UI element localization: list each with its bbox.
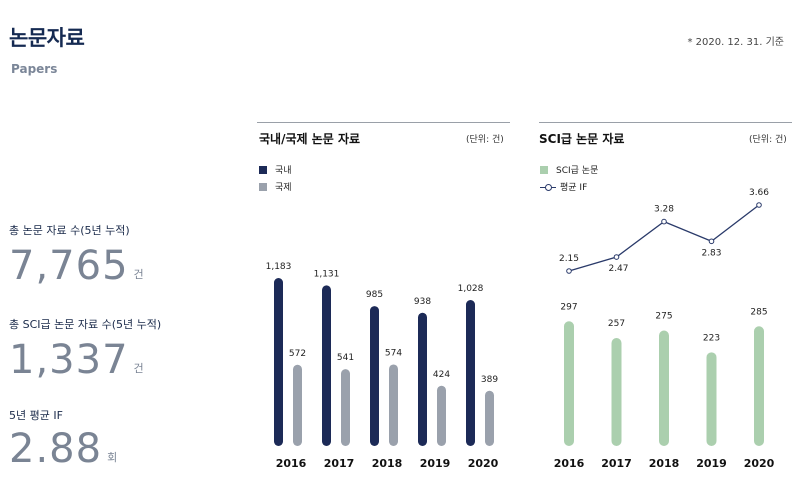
bar-domestic-2020 [466, 300, 475, 446]
legend-label-avg-if: 평균 IF [560, 183, 588, 193]
data-label-avg-if-2018: 3.28 [654, 205, 674, 215]
bar-international-2019 [437, 385, 446, 446]
x-tick-2018: 2018 [372, 457, 403, 470]
bar-domestic-2018 [370, 306, 379, 446]
legend-label-sci: SCI급 논문 [556, 166, 599, 176]
stat-sci-papers-unit: 건 [133, 362, 144, 375]
legend-line-avg-if [540, 183, 556, 191]
bar-international-2020 [485, 390, 494, 446]
bar-domestic-2016 [274, 278, 283, 446]
bar-domestic-2017 [322, 285, 331, 446]
legend-item-sci: SCI급 논문 [540, 163, 598, 176]
stat-total-papers-value: 7,765 [9, 243, 129, 289]
legend-label-domestic: 국내 [275, 166, 292, 176]
chart-unit-sci: (단위: 건) [749, 135, 787, 145]
bar-domestic-2019 [418, 312, 427, 446]
point-avg-if-2020 [756, 202, 762, 208]
legend-swatch-sci [540, 165, 548, 174]
point-avg-if-2019 [708, 238, 715, 245]
data-label-domestic-2020: 1,028 [458, 284, 484, 294]
bar-sci-2020 [754, 326, 764, 446]
data-label-international-2018: 574 [385, 348, 402, 358]
data-label-avg-if-2020: 3.66 [749, 188, 769, 198]
chart-unit-domestic-intl: (단위: 건) [466, 135, 504, 145]
x-tick-sci-2018: 2018 [649, 457, 680, 470]
bar-international-2016 [293, 364, 302, 446]
data-label-avg-if-2019: 2.83 [701, 248, 721, 258]
bar-sci-2018 [659, 330, 669, 446]
stat-avg-if-label: 5년 평균 IF [9, 409, 63, 422]
data-label-domestic-2017: 1,131 [314, 269, 340, 279]
page-subtitle: Papers [11, 62, 58, 76]
bar-international-2017 [341, 369, 350, 446]
legend-swatch-international [259, 182, 267, 191]
stat-avg-if-value: 2.88 [9, 426, 103, 472]
data-label-domestic-2016: 1,183 [266, 262, 292, 272]
stat-sci-papers: 1,337 건 [9, 340, 144, 380]
bar-international-2018 [389, 364, 398, 446]
stat-avg-if: 2.88 회 [9, 429, 117, 469]
data-label-international-2016: 572 [289, 349, 306, 359]
x-tick-sci-2016: 2016 [554, 457, 585, 470]
x-tick-sci-2017: 2017 [601, 457, 632, 470]
point-avg-if-2016 [566, 268, 572, 274]
stat-total-papers: 7,765 건 [9, 246, 144, 286]
x-tick-sci-2019: 2019 [696, 457, 727, 470]
panel-rule-domestic [257, 122, 510, 123]
data-label-sci-2020: 285 [750, 307, 767, 317]
x-tick-2019: 2019 [420, 457, 451, 470]
data-label-international-2019: 424 [433, 370, 450, 380]
stat-sci-papers-value: 1,337 [9, 337, 129, 383]
x-tick-sci-2020: 2020 [744, 457, 775, 470]
stat-avg-if-unit: 회 [107, 451, 118, 464]
data-label-international-2020: 389 [481, 375, 498, 385]
bar-sci-2019 [706, 352, 717, 446]
data-label-avg-if-2016: 2.15 [559, 254, 579, 264]
x-tick-2017: 2017 [324, 457, 355, 470]
bar-sci-2016 [564, 321, 574, 446]
legend-label-international: 국제 [275, 183, 292, 193]
data-label-avg-if-2017: 2.47 [608, 264, 628, 274]
x-tick-2016: 2016 [276, 457, 307, 470]
data-label-international-2017: 541 [337, 353, 354, 363]
legend-item-international: 국제 [259, 180, 292, 193]
chart-title-sci: SCI급 논문 자료 [539, 132, 625, 146]
page-title: 논문자료 [9, 26, 85, 50]
point-avg-if-2018 [661, 218, 667, 225]
stat-sci-papers-label: 총 SCI급 논문 자료 수(5년 누적) [9, 318, 162, 331]
data-label-sci-2018: 275 [655, 312, 672, 322]
legend-item-avg-if: 평균 IF [540, 180, 587, 193]
chart-title-domestic-intl: 국내/국제 논문 자료 [259, 132, 361, 146]
data-label-domestic-2019: 938 [414, 297, 431, 307]
legend-swatch-domestic [259, 165, 267, 174]
data-label-sci-2017: 257 [608, 319, 625, 329]
point-avg-if-2017 [613, 254, 620, 260]
legend-item-domestic: 국내 [259, 163, 292, 176]
line-avg-if [568, 204, 760, 272]
stat-total-papers-label: 총 논문 자료 수(5년 누적) [9, 224, 130, 237]
x-tick-2020: 2020 [468, 457, 499, 470]
data-label-sci-2019: 223 [703, 333, 720, 343]
bar-sci-2017 [611, 338, 622, 446]
panel-rule-sci [539, 122, 792, 123]
stat-total-papers-unit: 건 [133, 268, 144, 281]
data-label-sci-2016: 297 [560, 302, 577, 312]
data-label-domestic-2018: 985 [366, 290, 383, 300]
basis-date: * 2020. 12. 31. 기준 [687, 37, 784, 48]
